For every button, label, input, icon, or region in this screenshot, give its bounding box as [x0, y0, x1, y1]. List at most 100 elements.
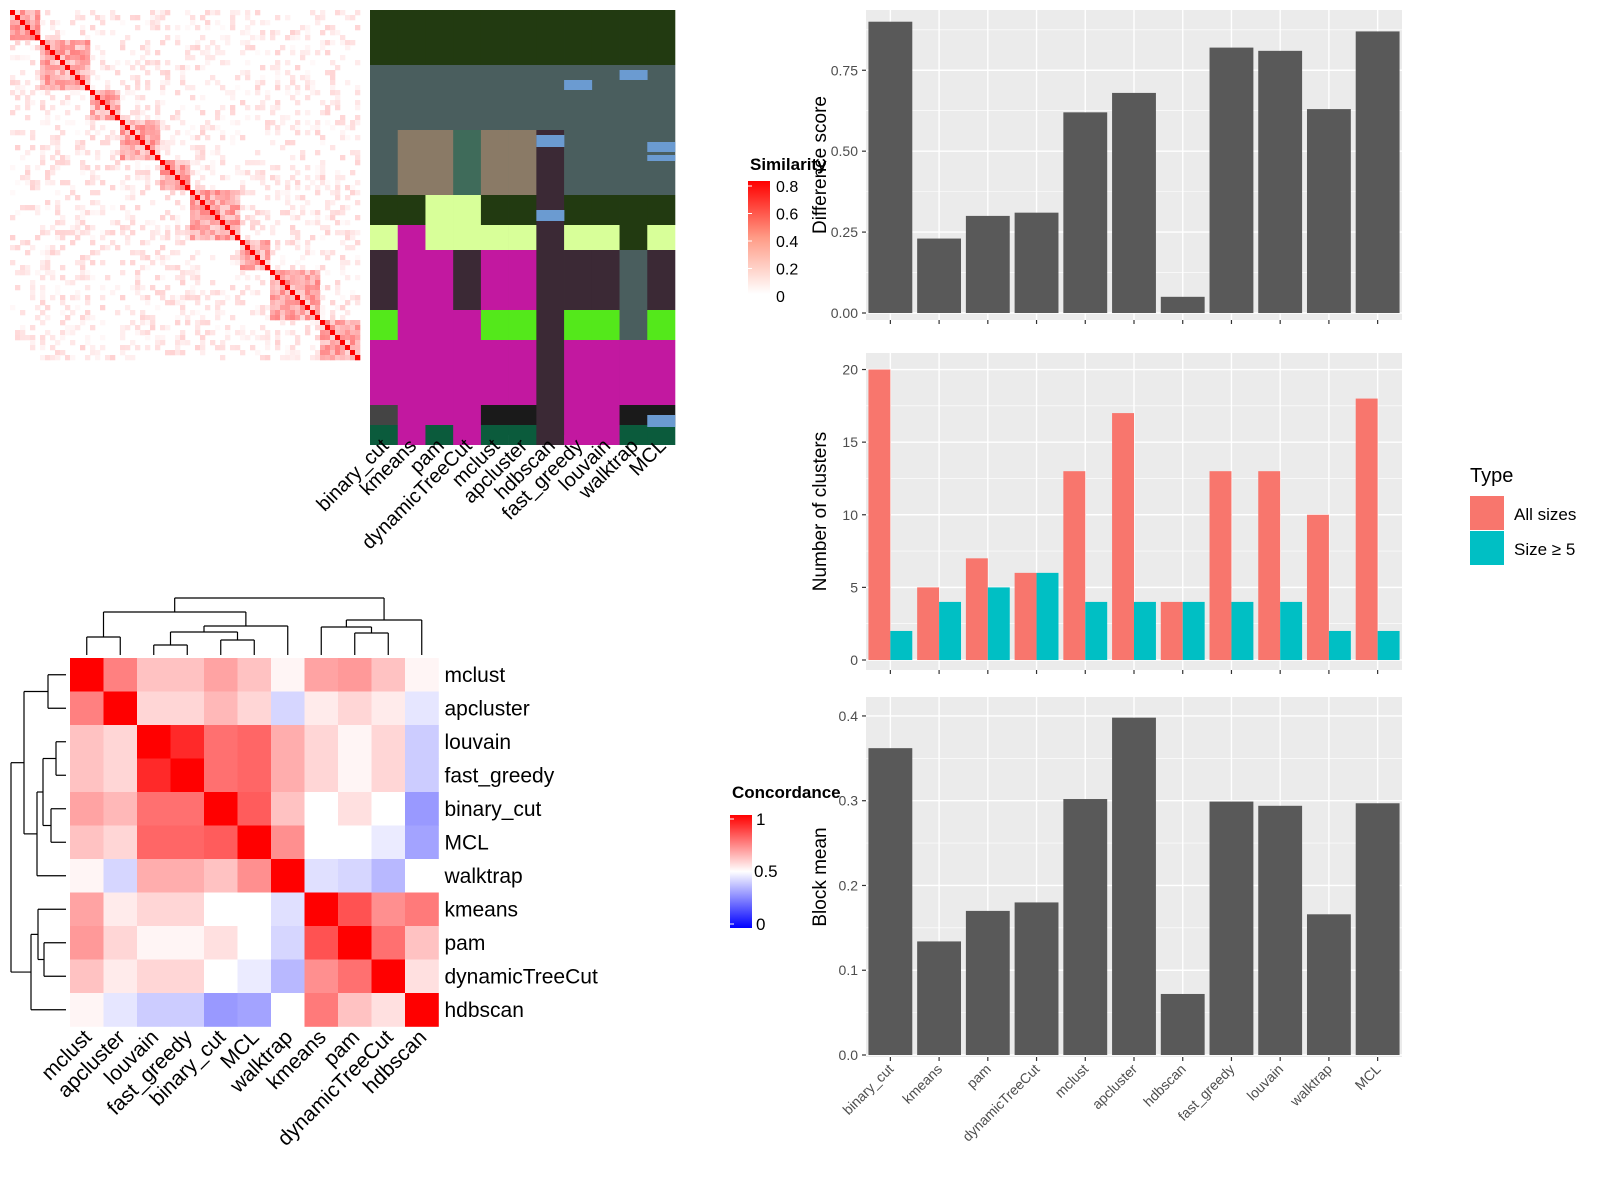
similarity-cell — [340, 355, 346, 361]
similarity-cell — [175, 350, 181, 356]
similarity-cell — [100, 95, 106, 101]
similarity-cell — [190, 210, 196, 216]
similarity-cell — [140, 250, 146, 256]
similarity-tick-label: 0.2 — [776, 262, 798, 279]
similarity-cell — [330, 60, 336, 66]
similarity-cell — [45, 270, 51, 276]
concordance-cell — [237, 658, 272, 692]
similarity-cell — [15, 210, 21, 216]
similarity-cell — [195, 40, 201, 46]
similarity-cell — [65, 325, 71, 331]
similarity-cell — [15, 85, 21, 91]
similarity-cell — [315, 310, 321, 316]
similarity-cell — [160, 325, 166, 331]
similarity-cell — [215, 290, 221, 296]
concordance-row-label: pam — [445, 932, 486, 955]
similarity-cell — [225, 235, 231, 241]
similarity-cell — [25, 335, 31, 341]
similarity-cell — [285, 115, 291, 121]
similarity-cell — [300, 150, 306, 156]
similarity-cell — [355, 160, 361, 166]
similarity-cell — [285, 355, 291, 361]
similarity-cell — [330, 310, 336, 316]
similarity-cell — [235, 225, 241, 231]
similarity-cell — [295, 235, 301, 241]
cluster-assignment-matrix — [370, 10, 676, 445]
similarity-cell — [115, 285, 121, 291]
concordance-cell — [170, 859, 205, 893]
concordance-cell — [304, 959, 339, 994]
similarity-cell — [215, 345, 221, 351]
similarity-cell — [335, 345, 341, 351]
similarity-cell — [330, 340, 336, 346]
similarity-cell — [275, 280, 281, 286]
similarity-cell — [130, 130, 136, 136]
similarity-cell — [170, 350, 176, 356]
similarity-cell — [315, 335, 321, 341]
similarity-cell — [210, 170, 216, 176]
size5-bar — [1377, 630, 1400, 660]
concordance-cell — [338, 859, 372, 893]
similarity-cell — [325, 350, 331, 356]
similarity-cell — [190, 230, 196, 236]
similarity-cell — [175, 295, 181, 301]
similarity-cell — [195, 295, 201, 301]
similarity-cell — [280, 210, 286, 216]
similarity-cell — [330, 80, 336, 86]
similarity-cell — [55, 210, 61, 216]
similarity-cell — [135, 110, 141, 116]
similarity-cell — [285, 85, 291, 91]
similarity-cell — [145, 300, 151, 306]
similarity-cell — [175, 180, 181, 186]
similarity-cell — [160, 255, 166, 261]
concordance-cell — [103, 993, 138, 1027]
similarity-cell — [230, 10, 236, 16]
similarity-cell — [175, 25, 181, 31]
similarity-cell — [150, 60, 156, 66]
similarity-cell — [75, 260, 81, 266]
similarity-cell — [245, 105, 251, 111]
similarity-cell — [20, 90, 26, 96]
similarity-cell — [245, 170, 251, 176]
concordance-cell — [405, 993, 439, 1027]
x-tick-label: walktrap — [1286, 1061, 1335, 1110]
similarity-cell — [145, 330, 151, 336]
similarity-cell — [70, 65, 76, 71]
similarity-cell — [220, 50, 226, 56]
similarity-cell — [100, 115, 106, 121]
similarity-cell — [325, 120, 331, 126]
similarity-cell — [95, 110, 101, 116]
similarity-cell — [155, 20, 161, 26]
similarity-cell — [195, 155, 201, 161]
similarity-cell — [70, 185, 76, 191]
similarity-cell — [200, 340, 206, 346]
similarity-cell — [215, 235, 221, 241]
similarity-cell — [280, 295, 286, 301]
similarity-cell — [305, 240, 311, 246]
similarity-cell — [270, 310, 276, 316]
similarity-cell — [90, 225, 96, 231]
cluster-cell — [647, 10, 676, 65]
similarity-tick-label: 0.8 — [776, 179, 798, 196]
similarity-cell — [235, 345, 241, 351]
cluster-cell — [425, 340, 454, 405]
similarity-cell — [30, 35, 36, 41]
similarity-cell — [195, 250, 201, 256]
similarity-cell — [290, 50, 296, 56]
similarity-cell — [35, 35, 41, 41]
similarity-cell — [115, 95, 121, 101]
similarity-cell — [255, 305, 261, 311]
similarity-cell — [65, 100, 71, 106]
similarity-cell — [70, 355, 76, 361]
similarity-cell — [100, 55, 106, 61]
similarity-cell — [320, 110, 326, 116]
cluster-accent-cell — [536, 210, 565, 221]
similarity-cell — [145, 125, 151, 131]
similarity-cell — [300, 275, 306, 281]
similarity-cell — [345, 310, 351, 316]
similarity-cell — [220, 225, 226, 231]
similarity-cell — [25, 55, 31, 61]
similarity-cell — [330, 125, 336, 131]
similarity-cell — [190, 85, 196, 91]
similarity-cell — [180, 185, 186, 191]
